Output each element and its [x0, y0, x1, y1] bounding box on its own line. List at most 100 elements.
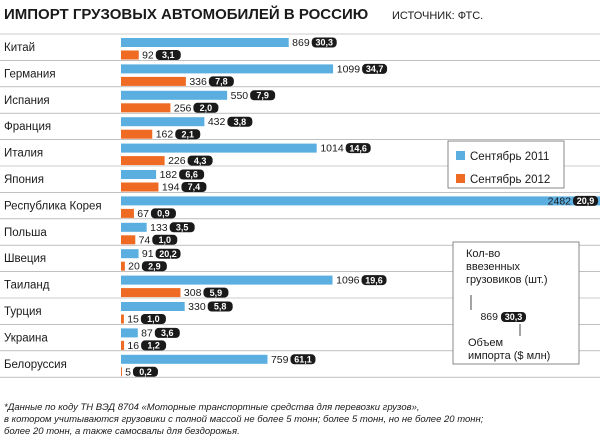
legend-label: Сентябрь 2012 [470, 174, 550, 186]
amount-badge [155, 248, 181, 259]
amount-badge [207, 301, 233, 312]
country-label: Таиланд [4, 280, 50, 292]
value-label: 16 [127, 340, 139, 352]
amount-badge [208, 76, 234, 87]
truck-import-chart: ИМПОРТ ГРУЗОВЫХ АВТОМОБИЛЕЙ В РОССИЮ ИСТ… [0, 5, 600, 378]
amount-badge-text: 3,1 [162, 50, 175, 60]
value-label: 1014 [320, 143, 344, 155]
country-label: Франция [4, 121, 51, 133]
amount-badge [179, 169, 205, 180]
value-label: 162 [156, 129, 174, 141]
value-label: 92 [142, 50, 154, 62]
value-label: 1096 [336, 275, 360, 287]
chart-row: Италия 1014 14,6 226 4,3 [4, 143, 371, 167]
country-label: Испания [4, 95, 50, 107]
key-amount-label: импорта ($ млн) [468, 350, 550, 362]
chart-row: Китай 869 30,3 92 3,1 [4, 37, 337, 62]
chart-source: ИСТОЧНИК: ФТС. [392, 10, 483, 22]
footnote-line: более 20 тонн, а также самосвалы для без… [4, 426, 240, 437]
footnote-line: в котором учитываются грузовики с полной… [4, 414, 484, 425]
bar-2011 [121, 222, 147, 232]
bar-2012 [121, 314, 124, 324]
amount-badge-text: 2,1 [182, 129, 195, 139]
amount-badge [193, 102, 219, 113]
bar-2012 [121, 235, 136, 245]
key-quantity-label: ввезенных [466, 261, 521, 273]
amount-badge-text: 7,8 [215, 77, 228, 87]
value-label: 133 [150, 222, 168, 234]
amount-badge [175, 129, 201, 140]
bar-2012 [121, 50, 139, 60]
amount-badge [150, 208, 176, 219]
chart-row: Германия 1099 34,7 336 7,8 [4, 63, 388, 88]
chart-row: Украина 87 3,6 16 1,2 [4, 327, 180, 352]
key-example-value: 869 [480, 311, 498, 323]
amount-badge-text: 19,6 [365, 275, 383, 285]
amount-badge-text: 3,6 [161, 328, 174, 338]
bar-2011 [121, 275, 333, 285]
bar-2011 [121, 90, 228, 100]
amount-badge [169, 222, 195, 233]
bar-2012 [121, 129, 153, 139]
value-label: 869 [292, 37, 310, 49]
footnote-line: *Данные по коду ТН ВЭД 8704 «Моторные тр… [4, 402, 420, 413]
amount-badge-text: 61,1 [294, 355, 312, 365]
country-label: Республика Корея [4, 200, 102, 212]
amount-badge [227, 116, 253, 127]
bar-2012 [121, 182, 159, 192]
bar-2012 [121, 103, 171, 113]
bar-2012 [121, 340, 125, 350]
value-label: 432 [208, 116, 226, 128]
amount-badge-text: 0,2 [139, 367, 152, 377]
bar-2011 [121, 302, 185, 311]
legend-label: Сентябрь 2011 [470, 151, 549, 163]
key-frame [452, 241, 580, 365]
amount-badge-text: 34,7 [366, 64, 384, 74]
bar-2011 [121, 170, 157, 179]
country-label: Италия [4, 148, 43, 160]
chart-row: Франция 432 3,8 162 2,1 [4, 116, 253, 141]
bar-2011 [121, 196, 600, 206]
amount-badge-text: 5,8 [214, 302, 227, 312]
amount-badge [141, 340, 167, 351]
value-label: 20 [128, 261, 140, 273]
country-label: Украина [4, 332, 48, 344]
value-label: 1099 [337, 63, 361, 75]
key-example-badge [501, 312, 526, 322]
amount-badge [573, 195, 598, 206]
chart-row: Польша 133 3,5 74 1,0 [4, 222, 195, 246]
bar-2012 [121, 288, 181, 298]
amount-badge-text: 3,8 [234, 117, 247, 127]
value-label: 67 [137, 208, 149, 220]
value-label: 91 [142, 248, 154, 260]
value-label: 74 [139, 234, 151, 246]
bar-2011 [121, 117, 205, 127]
bar-2011 [121, 38, 289, 47]
value-label: 550 [231, 90, 249, 102]
amount-badge [154, 327, 180, 338]
chart-title: ИМПОРТ ГРУЗОВЫХ АВТОМОБИЛЕЙ В РОССИЮ [4, 5, 368, 23]
amount-badge [345, 143, 371, 154]
amount-badge-text: 5,9 [210, 288, 223, 298]
amount-badge [361, 275, 387, 286]
amount-badge [311, 37, 337, 48]
amount-badge-text: 1,0 [147, 314, 160, 324]
legend-box [447, 140, 565, 189]
value-label: 15 [127, 314, 139, 326]
country-label: Китай [4, 42, 35, 54]
amount-badge [250, 90, 276, 101]
bar-2012 [121, 208, 134, 218]
value-label: 5 [125, 366, 131, 378]
value-label: 182 [160, 169, 178, 181]
chart-row: Республика Корея 2482 20,9 67 0,9 [4, 195, 600, 220]
amount-badge [181, 182, 207, 192]
chart-legend: Сентябрь 2011 Сентябрь 2012 [447, 140, 565, 189]
country-label: Япония [4, 174, 44, 186]
bar-2012 [121, 261, 125, 271]
chart-row: Швеция 91 20,2 20 2,9 [4, 248, 181, 273]
amount-badge-text: 1,2 [147, 341, 160, 351]
amount-badge [155, 50, 181, 60]
country-label: Польша [4, 227, 47, 239]
amount-badge [152, 234, 178, 245]
amount-badge [362, 63, 388, 74]
